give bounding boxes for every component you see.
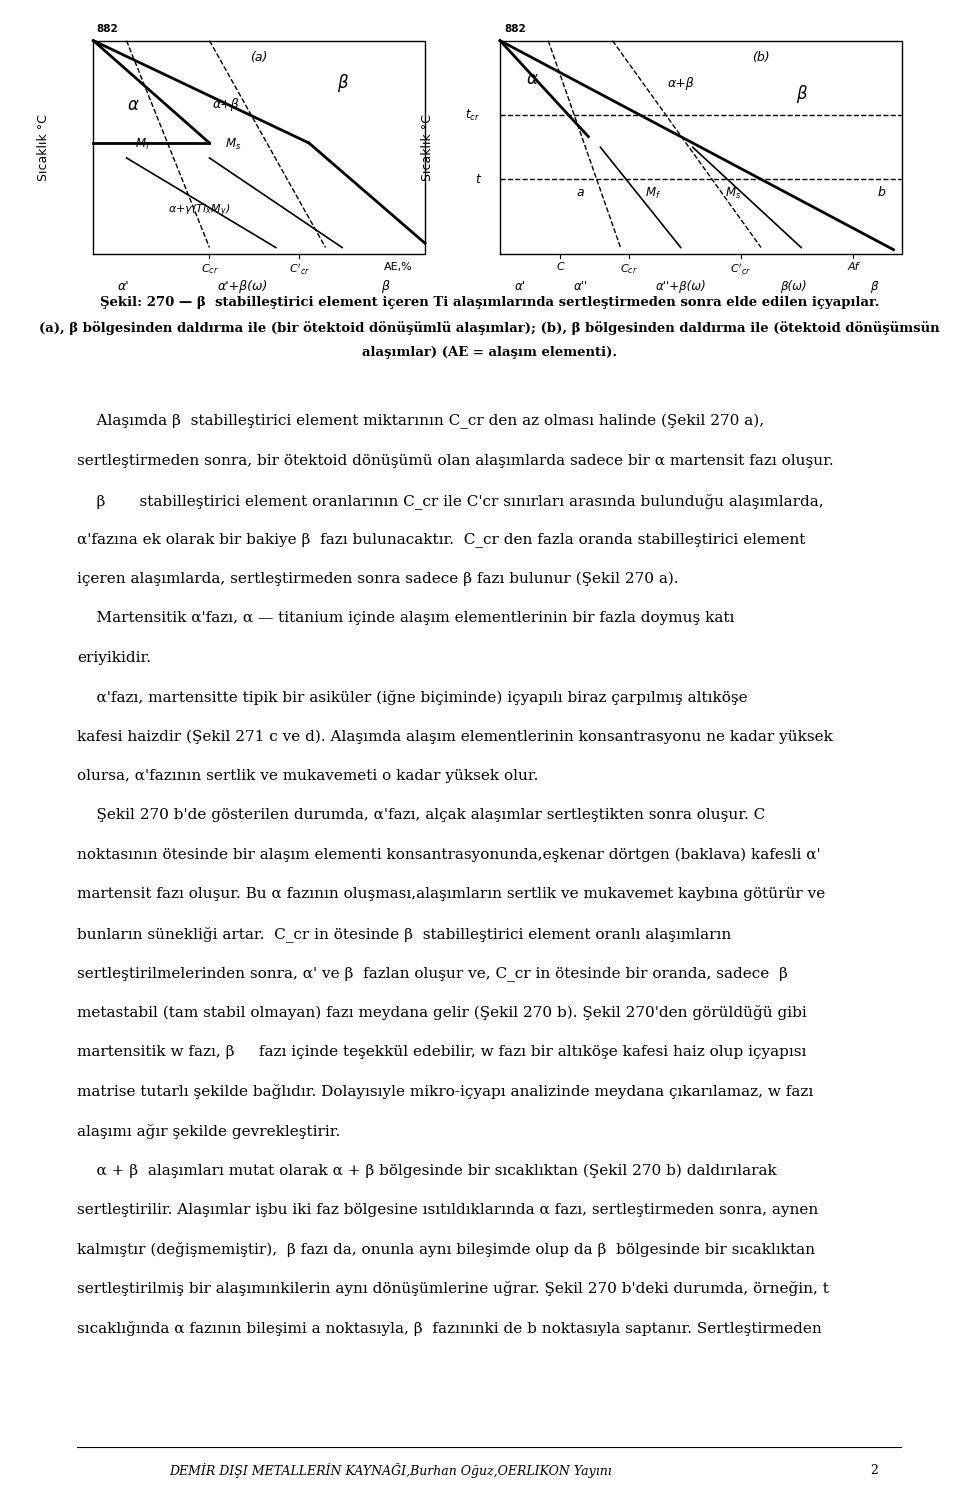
Text: $C_{cr}$: $C_{cr}$ xyxy=(201,262,218,276)
Text: DEMİR DIŞI METALLERİN KAYNAĞI,Burhan Oğuz,OERLIKON Yayını: DEMİR DIŞI METALLERİN KAYNAĞI,Burhan Oğu… xyxy=(169,1463,612,1478)
Text: (b): (b) xyxy=(753,51,770,64)
Text: $M_s$: $M_s$ xyxy=(225,136,241,151)
Text: $C_{cr}$: $C_{cr}$ xyxy=(620,262,637,276)
Text: t: t xyxy=(475,172,480,186)
Text: bunların sünekliği artar.  C_cr in ötesinde β  stabilleştirici element oranlı al: bunların sünekliği artar. C_cr in ötesin… xyxy=(77,926,732,943)
Text: içeren alaşımlarda, sertleştirmeden sonra sadece β fazı bulunur (Şekil 270 a).: içeren alaşımlarda, sertleştirmeden sonr… xyxy=(77,571,679,586)
Text: olursa, α'fazının sertlik ve mukavemeti o kadar yüksek olur.: olursa, α'fazının sertlik ve mukavemeti … xyxy=(77,769,539,782)
Text: AE,%: AE,% xyxy=(384,262,413,273)
Text: C: C xyxy=(557,262,564,273)
Text: α'fazına ek olarak bir bakiye β  fazı bulunacaktır.  C_cr den fazla oranda stabi: α'fazına ek olarak bir bakiye β fazı bul… xyxy=(77,532,805,547)
Text: metastabil (tam stabil olmayan) fazı meydana gelir (Şekil 270 b). Şekil 270'den : metastabil (tam stabil olmayan) fazı mey… xyxy=(77,1006,806,1021)
Text: martensit fazı oluşur. Bu α fazının oluşması,alaşımların sertlik ve mukavemet ka: martensit fazı oluşur. Bu α fazının oluş… xyxy=(77,887,825,901)
Text: Şekil: 270 — β  stabilleştirici element içeren Ti alaşımlarında sertleştirmeden : Şekil: 270 — β stabilleştirici element i… xyxy=(100,295,879,309)
Text: Martensitik α'fazı, α — titanium içinde alaşım elementlerinin bir fazla doymuş k: Martensitik α'fazı, α — titanium içinde … xyxy=(77,612,734,625)
Text: β       stabilleştirici element oranlarının C_cr ile C'cr sınırları arasında bul: β stabilleştirici element oranlarının C_… xyxy=(77,493,824,508)
Text: Şekil 270 b'de gösterilen durumda, α'fazı, alçak alaşımlar sertleştikten sonra o: Şekil 270 b'de gösterilen durumda, α'faz… xyxy=(77,808,765,823)
Text: α''+β(ω): α''+β(ω) xyxy=(656,279,707,292)
Text: a: a xyxy=(577,186,585,199)
Text: alaşımlar) (AE = alaşım elementi).: alaşımlar) (AE = alaşım elementi). xyxy=(362,345,617,358)
Text: noktasının ötesinde bir alaşım elementi konsantrasyonunda,eşkenar dörtgen (bakla: noktasının ötesinde bir alaşım elementi … xyxy=(77,848,821,862)
Text: $M_s$: $M_s$ xyxy=(725,186,741,201)
Text: α + β  alaşımları mutat olarak α + β bölgesinde bir sıcaklıktan (Şekil 270 b) da: α + β alaşımları mutat olarak α + β bölg… xyxy=(77,1163,777,1178)
Text: $M_f$: $M_f$ xyxy=(135,136,151,151)
Text: b: b xyxy=(877,186,885,199)
Text: α': α' xyxy=(117,279,129,292)
Text: α: α xyxy=(128,96,138,114)
Text: matrise tutarlı şekilde bağlıdır. Dolayısıyle mikro-içyapı analizinde meydana çı: matrise tutarlı şekilde bağlıdır. Dolayı… xyxy=(77,1084,813,1099)
Text: martensitik w fazı, β     fazı içinde teşekkül edebilir, w fazı bir altıköşe kaf: martensitik w fazı, β fazı içinde teşekk… xyxy=(77,1045,806,1058)
Text: Sıcaklık °C: Sıcaklık °C xyxy=(421,114,434,181)
Text: (a), β bölgesinden daldırma ile (bir ötektoid dönüşümlü alaşımlar); (b), β bölge: (a), β bölgesinden daldırma ile (bir öte… xyxy=(39,321,940,334)
Text: $C'_{cr}$: $C'_{cr}$ xyxy=(289,262,309,277)
Text: $C'_{cr}$: $C'_{cr}$ xyxy=(731,262,752,277)
Text: α': α' xyxy=(515,279,526,292)
Text: Alaşımda β  stabilleştirici element miktarının C_cr den az olması halinde (Şekil: Alaşımda β stabilleştirici element mikta… xyxy=(77,414,764,429)
Text: sertleştirilmelerinden sonra, α' ve β  fazlan oluşur ve, C_cr in ötesinde bir or: sertleştirilmelerinden sonra, α' ve β fa… xyxy=(77,965,787,980)
Text: α: α xyxy=(527,70,538,88)
Text: α'fazı, martensitte tipik bir asiküler (iğne biçiminde) içyapılı biraz çarpılmış: α'fazı, martensitte tipik bir asiküler (… xyxy=(77,690,748,705)
Text: β̄: β̄ xyxy=(870,279,877,292)
Text: sertleştirmeden sonra, bir ötektoid dönüşümü olan alaşımlarda sadece bir α marte: sertleştirmeden sonra, bir ötektoid dönü… xyxy=(77,454,833,468)
Text: Sıcaklık °C: Sıcaklık °C xyxy=(37,114,50,181)
Text: $M_f$: $M_f$ xyxy=(644,186,660,201)
Text: β: β xyxy=(381,279,389,292)
Text: eriyikidir.: eriyikidir. xyxy=(77,651,151,664)
Text: α'+β(ω): α'+β(ω) xyxy=(217,279,268,292)
Text: Af: Af xyxy=(848,262,859,273)
Text: β(ω): β(ω) xyxy=(780,279,806,292)
Text: α+γ(Ti$_x$M$_y$): α+γ(Ti$_x$M$_y$) xyxy=(168,202,230,219)
Text: kafesi haizdir (Şekil 271 c ve d). Alaşımda alaşım elementlerinin konsantrasyonu: kafesi haizdir (Şekil 271 c ve d). Alaşı… xyxy=(77,730,832,744)
Text: β: β xyxy=(337,75,348,93)
Text: sıcaklığında α fazının bileşimi a noktasıyla, β  fazınınki de b noktasıyla sapta: sıcaklığında α fazının bileşimi a noktas… xyxy=(77,1321,822,1336)
Text: alaşımı ağır şekilde gevrekleştirir.: alaşımı ağır şekilde gevrekleştirir. xyxy=(77,1124,340,1139)
Text: α'': α'' xyxy=(573,279,588,292)
Text: 882: 882 xyxy=(504,24,526,34)
Text: α+β: α+β xyxy=(667,76,694,90)
Text: 2: 2 xyxy=(870,1465,877,1478)
Text: $t_{cr}$: $t_{cr}$ xyxy=(465,108,480,123)
Text: kalmıştır (değişmemiştir),  β fazı da, onunla aynı bileşimde olup da β  bölgesin: kalmıştır (değişmemiştir), β fazı da, on… xyxy=(77,1243,815,1258)
Text: sertleştirilir. Alaşımlar işbu iki faz bölgesine ısıtıldıklarında α fazı, sertle: sertleştirilir. Alaşımlar işbu iki faz b… xyxy=(77,1202,818,1217)
Text: β: β xyxy=(796,85,806,103)
Text: α+β: α+β xyxy=(213,97,239,111)
Text: (a): (a) xyxy=(251,51,268,64)
Text: sertleştirilmiş bir alaşımınkilerin aynı dönüşümlerine uğrar. Şekil 270 b'deki d: sertleştirilmiş bir alaşımınkilerin aynı… xyxy=(77,1282,828,1297)
Text: 882: 882 xyxy=(97,24,118,34)
